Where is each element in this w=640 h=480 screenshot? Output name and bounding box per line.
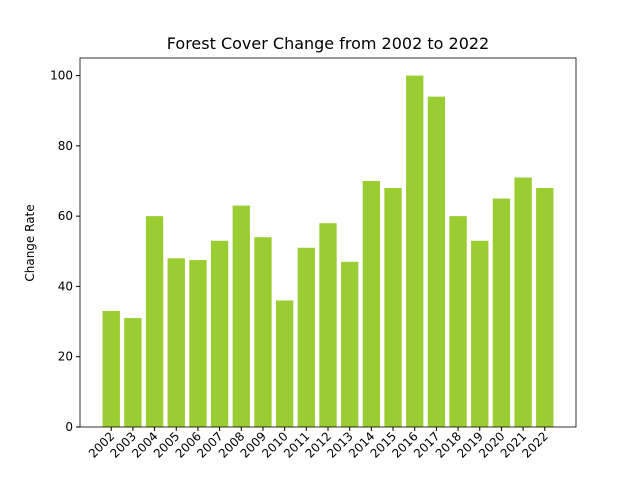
- bar: [232, 205, 250, 427]
- y-tick-label: 20: [58, 350, 73, 364]
- bar: [210, 240, 229, 427]
- x-axis-label: Year: [314, 478, 340, 480]
- bar: [449, 216, 467, 427]
- plot-frame: [79, 57, 577, 428]
- y-tick-label: 100: [50, 69, 73, 83]
- y-tick-label: 0: [65, 420, 73, 434]
- bar: [514, 177, 532, 427]
- bar: [362, 181, 381, 427]
- bar: [492, 198, 511, 427]
- bar: [145, 216, 164, 427]
- chart-title: Forest Cover Change from 2002 to 2022: [167, 34, 489, 53]
- bar: [341, 261, 359, 427]
- bar: [275, 300, 294, 427]
- bar: [427, 96, 446, 428]
- y-axis-label: Change Rate: [23, 204, 37, 281]
- bar: [167, 258, 185, 427]
- x-tick-label: 2022: [519, 429, 550, 460]
- bar: [254, 237, 272, 427]
- bar: [189, 260, 207, 427]
- y-tick-label: 80: [58, 139, 73, 153]
- bar: [297, 247, 315, 427]
- bar: [384, 188, 402, 427]
- bar: [406, 75, 424, 428]
- y-tick-label: 60: [58, 209, 73, 223]
- bar: [471, 240, 489, 427]
- bar: [536, 188, 554, 427]
- y-tick-label: 40: [58, 279, 73, 293]
- bar: [124, 318, 142, 427]
- bar: [102, 311, 120, 427]
- bar: [319, 223, 337, 427]
